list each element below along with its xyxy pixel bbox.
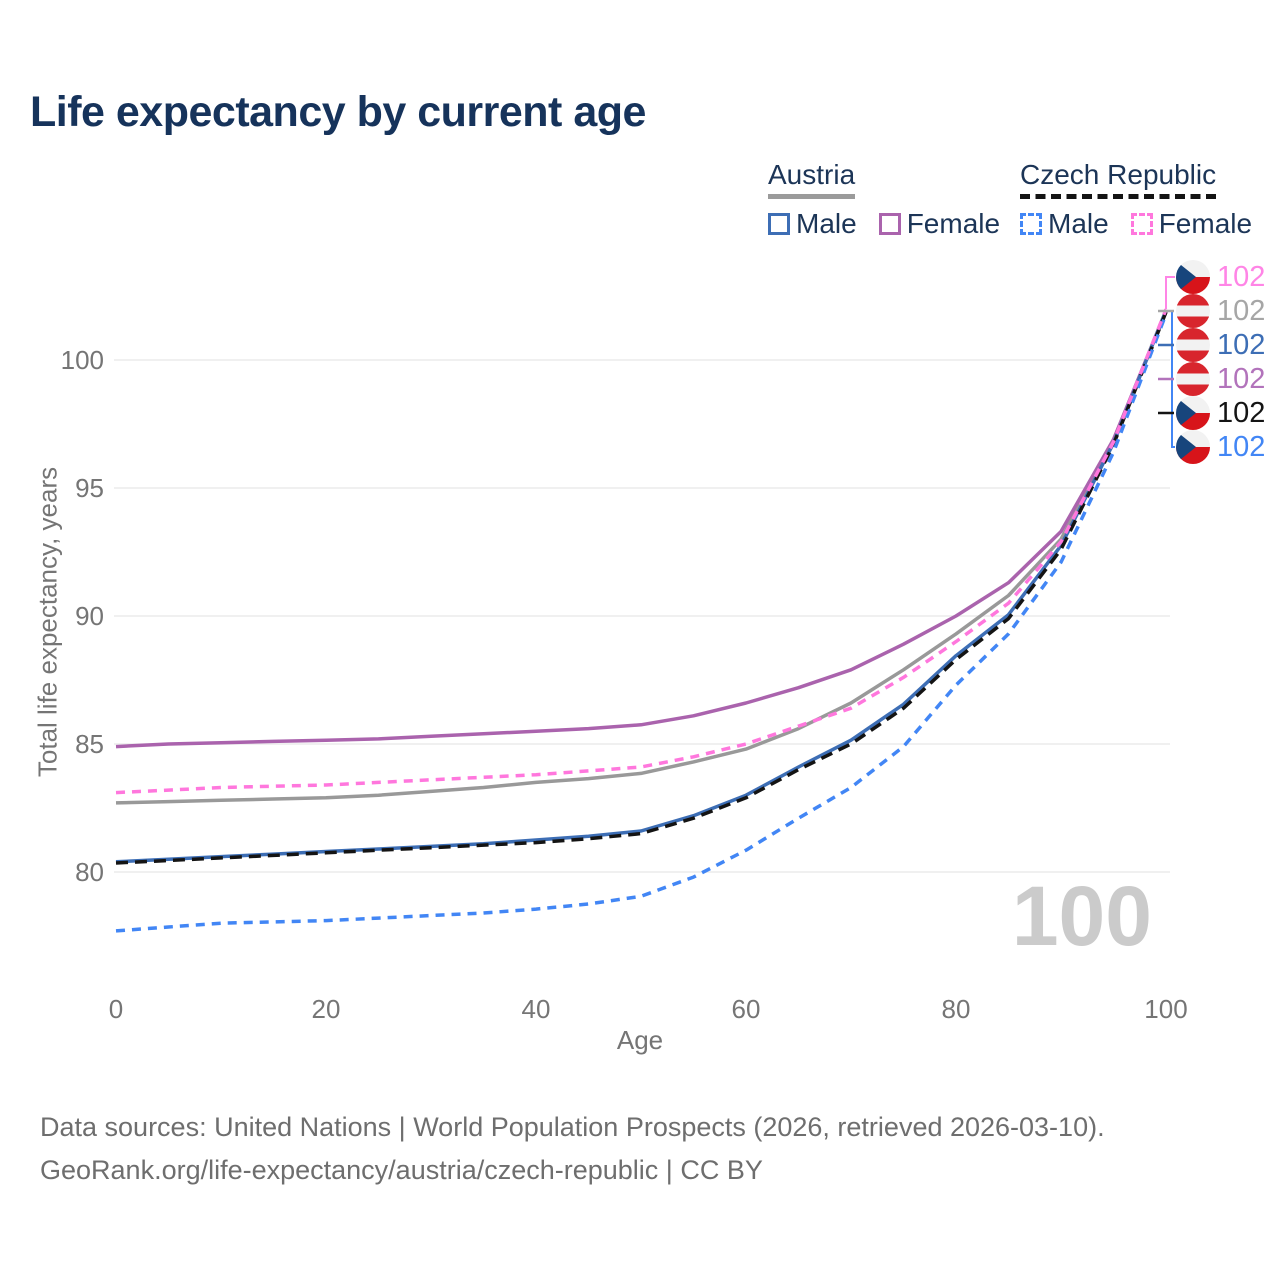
austria-flag-icon xyxy=(1176,294,1210,328)
end-label-value: 102 xyxy=(1217,431,1266,463)
series-line-czech-total xyxy=(115,311,1168,865)
y-axis-title: Total life expectancy, years xyxy=(32,466,63,778)
x-tick-label: 100 xyxy=(1144,994,1188,1024)
legend-items: Male Female xyxy=(1020,208,1274,240)
legend-group-title: Austria xyxy=(768,159,856,199)
austria-flag-icon xyxy=(1176,328,1210,362)
legend-label-female[interactable]: Female xyxy=(1158,207,1253,239)
legend-label-male[interactable]: Male xyxy=(1048,207,1109,239)
end-label-austria-male: 102 xyxy=(1176,328,1265,362)
legend-label-female[interactable]: Female xyxy=(906,207,1001,239)
legend-items: Male Female xyxy=(768,208,1022,240)
footer-sources: Data sources: United Nations | World Pop… xyxy=(40,1112,1105,1142)
series-lines xyxy=(115,308,1168,933)
end-label-austria-total: 102 xyxy=(1176,294,1265,328)
x-tick-label: 80 xyxy=(941,994,971,1024)
y-tick-label: 100 xyxy=(60,345,104,375)
end-label-value: 102 xyxy=(1217,329,1266,361)
gridlines xyxy=(114,359,1170,873)
x-tick-label: 20 xyxy=(311,994,341,1024)
legend-swatch-female[interactable] xyxy=(878,212,901,235)
leader-line-top xyxy=(1165,276,1175,309)
footer: Data sources: United Nations | World Pop… xyxy=(40,1106,1105,1192)
czech-flag-icon xyxy=(1176,396,1210,430)
legend-swatch-male[interactable] xyxy=(768,212,790,235)
czech-flag-icon xyxy=(1176,430,1210,464)
austria-flag-icon xyxy=(1176,362,1210,396)
y-tick-label: 95 xyxy=(75,473,104,503)
chart-title: Life expectancy by current age xyxy=(30,88,646,136)
end-label-value: 102 xyxy=(1217,295,1266,327)
legend-label-male[interactable]: Male xyxy=(796,207,857,239)
series-line-austria-total xyxy=(115,309,1168,805)
end-label-value: 102 xyxy=(1217,397,1266,429)
hover-age-watermark: 100 xyxy=(1011,869,1152,963)
y-tick-label: 85 xyxy=(75,729,104,759)
y-tick-label: 80 xyxy=(75,857,104,887)
x-tick-label: 0 xyxy=(108,994,124,1024)
series-line-austria-female xyxy=(115,310,1168,749)
end-label-value: 102 xyxy=(1217,261,1266,293)
plot-area[interactable] xyxy=(114,250,1170,960)
end-label-value: 102 xyxy=(1217,363,1266,395)
footer-attribution: GeoRank.org/life-expectancy/austria/czec… xyxy=(40,1155,763,1185)
x-axis-title: Age xyxy=(616,1025,664,1055)
legend-swatch-male[interactable] xyxy=(1020,212,1042,235)
x-tick-label: 40 xyxy=(521,994,551,1024)
legend: Austria Male Female Czech Republic Male Femal… xyxy=(768,159,1268,240)
y-tick-label: 90 xyxy=(75,601,104,631)
x-tick-label: 60 xyxy=(731,994,761,1024)
end-label-czech-female: 102 xyxy=(1176,260,1265,294)
legend-group-czech-republic: Czech Republic Male Female xyxy=(1020,159,1274,240)
end-label-czech-male: 102 xyxy=(1176,430,1265,464)
end-label-austria-female: 102 xyxy=(1176,362,1265,396)
end-label-czech-total: 102 xyxy=(1176,396,1265,430)
legend-swatch-female[interactable] xyxy=(1130,212,1153,235)
legend-group-austria: Austria Male Female xyxy=(768,159,1022,240)
legend-group-title: Czech Republic xyxy=(1020,159,1217,199)
leader-line-bottom xyxy=(1171,312,1175,448)
end-label-leader-lines xyxy=(1158,276,1175,448)
czech-flag-icon xyxy=(1176,260,1210,294)
